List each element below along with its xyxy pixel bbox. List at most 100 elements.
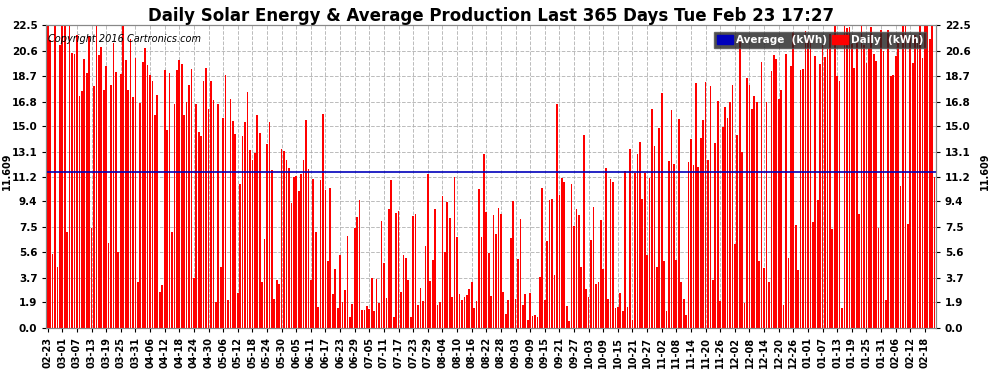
Bar	[507, 300, 509, 328]
Bar	[245, 122, 246, 328]
Bar	[208, 109, 209, 328]
Bar	[353, 228, 355, 328]
Bar	[753, 96, 755, 328]
Bar	[432, 260, 434, 328]
Bar	[468, 289, 470, 328]
Bar	[585, 289, 587, 328]
Bar	[405, 258, 407, 328]
Bar	[81, 91, 82, 328]
Bar	[700, 138, 702, 328]
Bar	[288, 168, 290, 328]
Bar	[868, 48, 869, 328]
Bar	[810, 36, 811, 328]
Bar	[376, 279, 377, 328]
Bar	[637, 154, 639, 328]
Bar	[807, 38, 809, 328]
Bar	[715, 143, 716, 328]
Bar	[373, 311, 375, 328]
Bar	[451, 297, 453, 328]
Bar	[261, 282, 263, 328]
Bar	[118, 252, 119, 328]
Bar	[588, 297, 589, 328]
Bar	[390, 180, 392, 328]
Bar	[702, 120, 704, 328]
Bar	[929, 39, 931, 328]
Bar	[349, 317, 350, 328]
Bar	[665, 310, 667, 328]
Bar	[815, 57, 816, 328]
Bar	[168, 74, 170, 328]
Bar	[858, 214, 860, 328]
Bar	[203, 81, 205, 328]
Bar	[729, 102, 731, 328]
Bar	[478, 189, 480, 328]
Bar	[290, 203, 292, 328]
Bar	[471, 282, 472, 328]
Bar	[193, 278, 195, 328]
Bar	[880, 30, 882, 328]
Bar	[332, 294, 334, 328]
Bar	[590, 240, 592, 328]
Bar	[556, 104, 557, 328]
Bar	[544, 300, 545, 328]
Bar	[188, 85, 190, 328]
Bar	[483, 154, 485, 328]
Bar	[727, 118, 729, 328]
Bar	[442, 196, 444, 328]
Title: Daily Solar Energy & Average Production Last 365 Days Tue Feb 23 17:27: Daily Solar Energy & Average Production …	[148, 7, 835, 25]
Bar	[303, 160, 304, 328]
Bar	[225, 75, 227, 328]
Bar	[368, 309, 370, 328]
Bar	[156, 96, 158, 328]
Bar	[934, 177, 936, 328]
Bar	[256, 115, 258, 328]
Bar	[756, 102, 757, 328]
Bar	[578, 215, 580, 328]
Bar	[863, 45, 865, 328]
Bar	[342, 302, 344, 328]
Bar	[98, 55, 100, 328]
Bar	[610, 178, 612, 328]
Bar	[378, 303, 380, 328]
Bar	[690, 139, 692, 328]
Bar	[283, 152, 285, 328]
Bar	[656, 267, 657, 328]
Bar	[195, 104, 197, 328]
Bar	[653, 146, 655, 328]
Bar	[717, 101, 719, 328]
Bar	[563, 182, 565, 328]
Bar	[128, 90, 129, 328]
Bar	[425, 246, 427, 328]
Legend: Average  (kWh), Daily  (kWh): Average (kWh), Daily (kWh)	[714, 32, 927, 48]
Bar	[313, 180, 314, 328]
Bar	[361, 310, 363, 328]
Bar	[751, 109, 752, 328]
Bar	[678, 119, 680, 328]
Bar	[783, 304, 784, 328]
Bar	[76, 35, 78, 328]
Bar	[408, 280, 409, 328]
Bar	[47, 25, 49, 328]
Bar	[870, 27, 872, 328]
Bar	[568, 321, 570, 328]
Bar	[263, 239, 265, 328]
Bar	[737, 135, 739, 328]
Bar	[281, 149, 282, 328]
Bar	[693, 165, 694, 328]
Bar	[612, 182, 614, 328]
Bar	[227, 300, 229, 328]
Bar	[268, 122, 270, 328]
Bar	[642, 198, 644, 328]
Bar	[829, 34, 831, 328]
Bar	[200, 136, 202, 328]
Bar	[140, 104, 142, 328]
Bar	[475, 301, 477, 328]
Bar	[695, 83, 697, 328]
Bar	[463, 297, 465, 328]
Bar	[932, 25, 933, 328]
Bar	[712, 280, 714, 328]
Bar	[435, 209, 436, 328]
Text: 11.609: 11.609	[980, 153, 990, 190]
Bar	[59, 45, 60, 328]
Bar	[495, 234, 497, 328]
